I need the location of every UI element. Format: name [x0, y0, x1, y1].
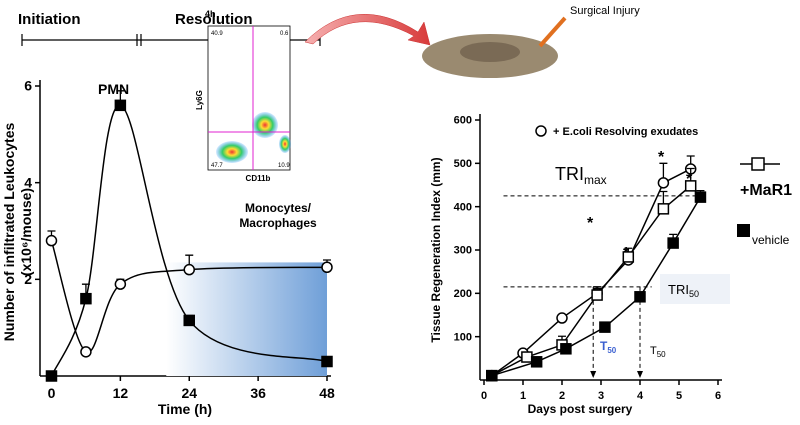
inset-blob: [252, 112, 278, 138]
data-point: [486, 369, 498, 382]
series-label: PMN: [98, 81, 129, 97]
data-point: [622, 251, 635, 263]
inset-quadrant: 47.7: [211, 163, 223, 169]
significance: *: [686, 171, 693, 188]
y-axis-label: Tissue Regeneration Index (mm): [429, 157, 443, 342]
x-tick-label: 0: [481, 390, 487, 402]
data-point: [321, 355, 333, 368]
inset-quadrant: 40.9: [211, 31, 223, 37]
series-line: [491, 168, 692, 377]
annotation: TRImax: [555, 164, 607, 187]
label-box: [660, 274, 730, 304]
annotation: TRI: [555, 164, 584, 184]
series-label: Monocytes/: [245, 201, 312, 215]
y-tick-label: 600: [454, 115, 472, 127]
data-point: [657, 177, 670, 189]
data-point: [45, 234, 58, 247]
data-point: [684, 180, 697, 192]
inset-blob: [216, 141, 248, 163]
arrow-head: [590, 371, 597, 378]
legend-marker: [737, 224, 750, 237]
annotation: max: [584, 173, 607, 187]
data-point: [657, 203, 670, 215]
x-tick-label: 1: [520, 390, 526, 402]
x-tick-label: 24: [181, 385, 197, 401]
annotation: 50: [657, 350, 666, 359]
significance: *: [658, 149, 665, 166]
phase-label: Initiation: [18, 11, 81, 28]
inset-quadrant: 10.9: [278, 163, 290, 169]
x-axis-label: Time (h): [158, 401, 212, 417]
x-axis-label: Days post surgery: [528, 402, 633, 416]
legend-label: vehicle: [752, 233, 790, 247]
x-tick-label: 12: [113, 385, 129, 401]
data-point: [183, 314, 195, 327]
y-axis-label: (x10⁶/mouse): [18, 188, 34, 276]
data-point: [599, 321, 611, 333]
data-point: [80, 346, 92, 358]
legend-label: +MaR1: [740, 182, 792, 199]
y-tick-label: 400: [454, 201, 472, 213]
y-tick-label: 6: [24, 78, 32, 94]
annotation: TRI50: [668, 282, 699, 299]
worm-image: [460, 42, 520, 62]
legend-marker: [751, 157, 765, 171]
annotation: T: [600, 339, 608, 353]
y-tick-label: 200: [454, 288, 472, 300]
data-point: [694, 191, 707, 203]
x-tick-label: 36: [250, 385, 266, 401]
annotation: T: [650, 345, 657, 357]
data-point: [45, 370, 58, 382]
x-tick-label: 5: [676, 390, 682, 402]
phase-label: Resolution: [175, 11, 253, 28]
arrow-head: [637, 371, 643, 378]
legend-label: + E.coli Resolving exudates: [553, 126, 698, 138]
x-tick-label: 2: [559, 390, 565, 402]
series-label: Macrophages: [239, 216, 317, 230]
data-point: [591, 289, 603, 301]
inset-blob: [279, 135, 291, 153]
y-tick-label: 300: [454, 245, 472, 257]
x-tick-label: 4: [637, 390, 644, 402]
data-point: [114, 278, 127, 290]
inset-title: 4h: [205, 9, 216, 19]
data-point: [321, 261, 333, 273]
arrow: [304, 14, 431, 46]
data-point: [530, 356, 543, 368]
annotation: T50: [650, 345, 666, 359]
x-tick-label: 6: [715, 390, 721, 402]
x-tick-label: 48: [319, 385, 335, 401]
y-tick-label: 2: [24, 271, 32, 287]
x-tick-label: 0: [48, 385, 56, 401]
x-tick-label: 3: [598, 390, 604, 402]
legend-marker: [535, 125, 547, 137]
significance: *: [587, 215, 594, 232]
data-point: [556, 312, 568, 324]
data-point: [183, 263, 195, 276]
annotation: Surgical Injury: [570, 5, 640, 17]
inset-x-label: CD11b: [246, 174, 271, 183]
annotation: TRI: [668, 282, 689, 297]
data-point: [667, 237, 679, 249]
scalpel: [538, 16, 567, 48]
y-tick-label: 100: [454, 331, 472, 343]
inset-y-label: Ly6G: [195, 90, 204, 110]
data-point: [80, 292, 92, 305]
data-point: [114, 99, 127, 112]
annotation: 50: [689, 289, 699, 299]
inset-quadrant: 0.6: [280, 31, 289, 37]
y-tick-label: 500: [454, 158, 472, 170]
data-point: [560, 343, 572, 355]
data-point: [521, 351, 533, 363]
annotation: 50: [607, 346, 616, 355]
annotation: T50: [600, 339, 617, 355]
y-axis-label: Number of infiltrated Leukocytes: [1, 122, 17, 341]
data-point: [634, 291, 646, 303]
y-tick-label: 4: [24, 174, 32, 190]
